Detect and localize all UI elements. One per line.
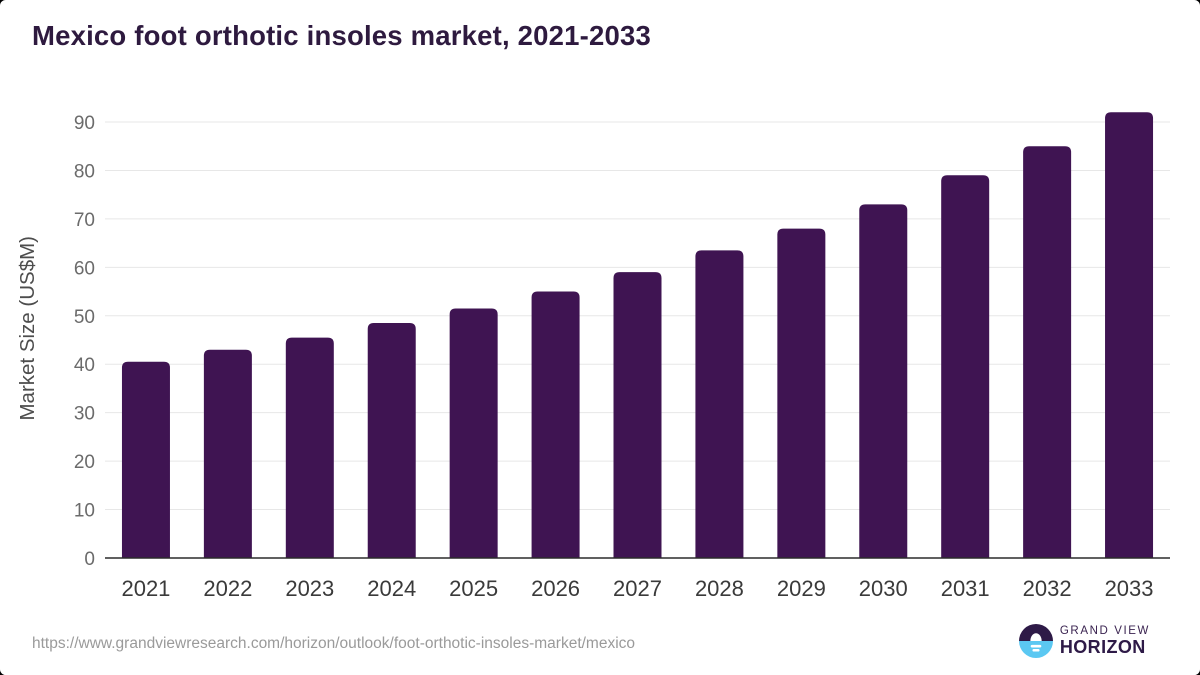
svg-text:2023: 2023 [285, 576, 334, 601]
svg-text:0: 0 [84, 549, 95, 570]
svg-text:2022: 2022 [203, 576, 252, 601]
svg-text:20: 20 [74, 452, 95, 473]
svg-text:2027: 2027 [613, 576, 662, 601]
svg-text:40: 40 [74, 355, 95, 376]
svg-text:80: 80 [74, 161, 95, 182]
svg-text:2024: 2024 [367, 576, 416, 601]
svg-text:2026: 2026 [531, 576, 580, 601]
svg-text:90: 90 [74, 113, 95, 134]
svg-text:50: 50 [74, 307, 95, 328]
svg-text:30: 30 [74, 404, 95, 425]
svg-text:2029: 2029 [777, 576, 826, 601]
svg-text:2021: 2021 [121, 576, 170, 601]
svg-text:2030: 2030 [859, 576, 908, 601]
svg-text:2028: 2028 [695, 576, 744, 601]
svg-text:2031: 2031 [941, 576, 990, 601]
svg-text:60: 60 [74, 258, 95, 279]
svg-text:2032: 2032 [1023, 576, 1072, 601]
svg-text:70: 70 [74, 210, 95, 231]
svg-text:2033: 2033 [1105, 576, 1154, 601]
svg-text:10: 10 [74, 501, 95, 522]
svg-text:2025: 2025 [449, 576, 498, 601]
